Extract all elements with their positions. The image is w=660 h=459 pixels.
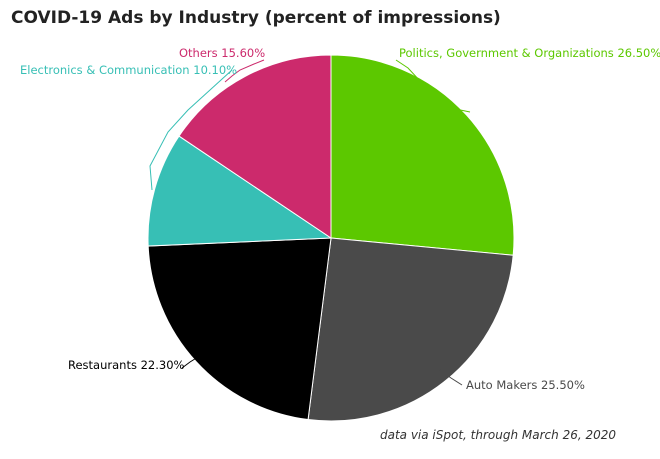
pie-slice-auto-makers (307, 237, 514, 422)
slice-label: Politics, Government & Organizations 26.… (399, 46, 660, 60)
leader-line (423, 357, 463, 386)
leader-line (149, 69, 233, 191)
leader-line (181, 349, 211, 369)
slice-label: Restaurants 22.30% (68, 358, 185, 372)
slice-label: Auto Makers 25.50% (466, 378, 585, 392)
pie-slice-others (178, 54, 332, 239)
pie-slice-politics-government-organizations (330, 54, 515, 256)
pie-slice-restaurants (147, 237, 332, 421)
chart-source-note: data via iSpot, through March 26, 2020 (379, 428, 616, 442)
chart-title: COVID-19 Ads by Industry (percent of imp… (11, 8, 501, 28)
pie-slice-electronics-communication (147, 135, 333, 247)
slice-label: Electronics & Communication 10.10% (20, 63, 237, 77)
slice-label: Others 15.60% (179, 46, 265, 60)
leader-line (224, 59, 265, 83)
leader-line (395, 59, 471, 113)
